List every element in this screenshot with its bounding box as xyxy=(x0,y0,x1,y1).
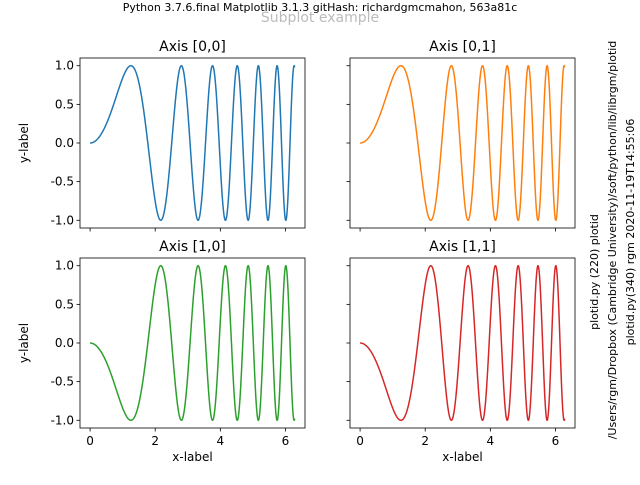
y-tick-label: 1.0 xyxy=(55,59,74,73)
axes-frame xyxy=(349,257,576,429)
side-text-2: /Users/rgm/Dropbox (Cambridge University… xyxy=(606,41,619,440)
subplot-title: Axis [0,1] xyxy=(429,39,496,55)
axes-frame xyxy=(349,57,576,229)
subplot-3: 0 2 4 6 Axis [1,1] x-label xyxy=(346,239,576,464)
x-tick-label: 6 xyxy=(552,434,560,448)
x-tick-label: 4 xyxy=(487,434,495,448)
series-line xyxy=(90,64,296,222)
series-line xyxy=(360,264,566,422)
series-line xyxy=(90,264,296,422)
y-tick-label: 0.5 xyxy=(55,297,74,311)
series-line xyxy=(360,64,566,222)
y-axis-label: y-label xyxy=(17,123,31,163)
y-tick-label: -1.0 xyxy=(51,413,74,427)
subplot-title: Axis [0,0] xyxy=(159,39,226,55)
x-tick-label: 2 xyxy=(151,434,159,448)
side-text-3: plotid.py(340) rgm 2020-11-19T14:55:06 xyxy=(624,119,637,346)
subplot-title: Axis [1,1] xyxy=(429,239,496,255)
x-tick-label: 4 xyxy=(217,434,225,448)
header-text: Python 3.7.6.final Matplotlib 3.1.3 gitH… xyxy=(123,1,518,14)
x-tick-label: 2 xyxy=(421,434,429,448)
y-tick-label: -0.5 xyxy=(51,375,74,389)
x-tick-label: 0 xyxy=(356,434,364,448)
y-tick-label: 0.5 xyxy=(55,97,74,111)
x-axis-label: x-label xyxy=(172,450,212,464)
side-text-1: plotid.py (220) plotid xyxy=(588,214,601,330)
axes-frame xyxy=(79,257,306,429)
x-tick-label: 0 xyxy=(86,434,94,448)
axes-frame xyxy=(79,57,306,229)
subplot-title: Axis [1,0] xyxy=(159,239,226,255)
subplot-2: 0 2 4 6 -1.0 -0.5 0.0 0.5 1.0 Axis [1,0] x-label y-… xyxy=(17,239,306,464)
y-tick-label: 0.0 xyxy=(55,136,74,150)
y-tick-label: 1.0 xyxy=(55,259,74,273)
x-axis-label: x-label xyxy=(442,450,482,464)
y-tick-label: -1.0 xyxy=(51,213,74,227)
y-axis-label: y-label xyxy=(17,323,31,363)
x-tick-label: 6 xyxy=(282,434,290,448)
y-tick-label: 0.0 xyxy=(55,336,74,350)
y-tick-label: -0.5 xyxy=(51,175,74,189)
figure-suptitle: Subplot example xyxy=(261,10,379,26)
subplot-0: -1.0 -0.5 0.0 0.5 1.0 Axis [0,0] y-label xyxy=(17,39,306,232)
subplot-1: Axis [0,1] xyxy=(346,39,576,232)
subplot-grid: -1.0 -0.5 0.0 0.5 1.0 Axis [0,0] y-label Axis [… xyxy=(17,39,576,464)
